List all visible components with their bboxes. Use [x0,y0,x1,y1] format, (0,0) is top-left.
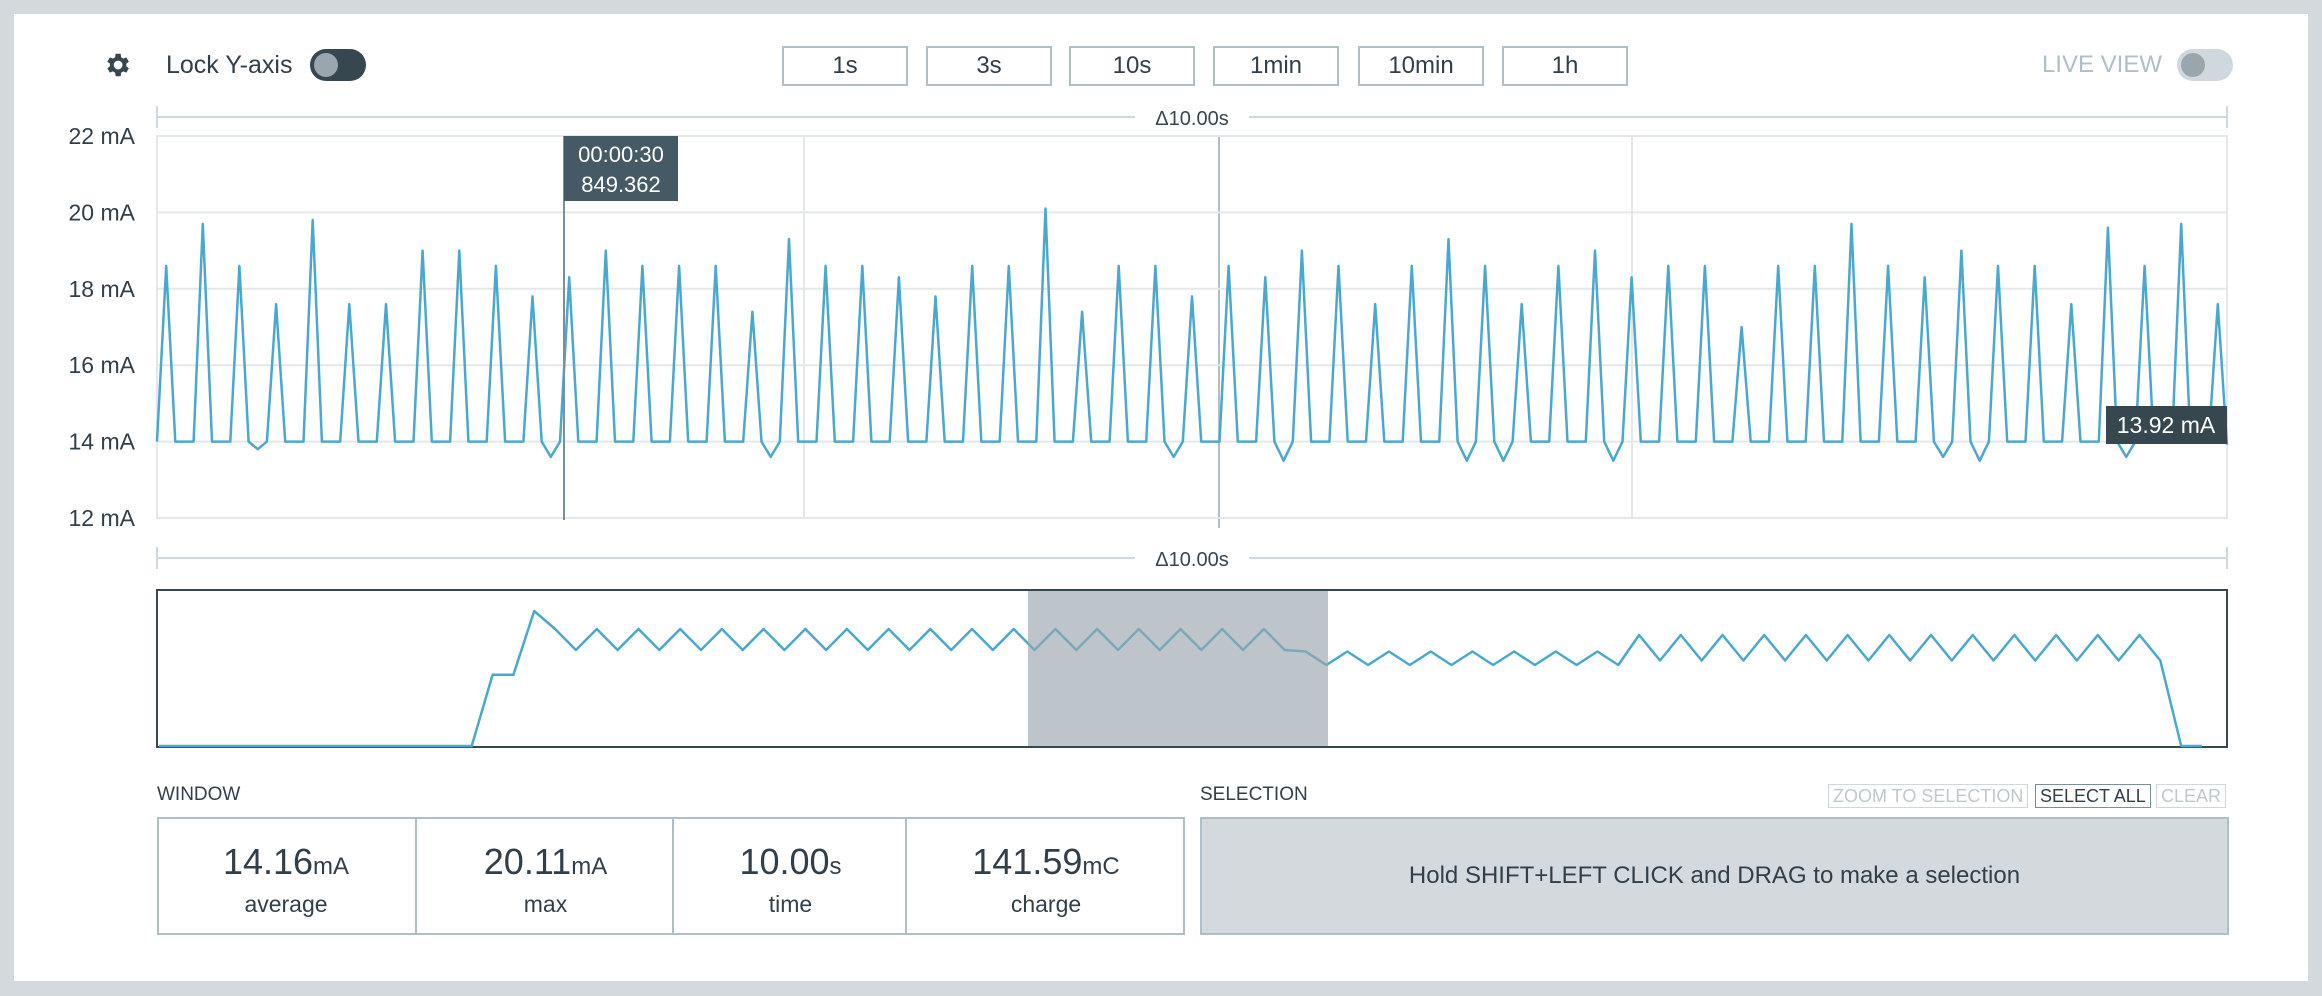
stat-value: 141.59 [972,841,1083,882]
window-button[interactable]: 3s [926,46,1052,86]
y-tick-label: 18 mA [69,276,136,302]
window-range[interactable] [1028,591,1328,746]
stat-value-row: 20.11mA [417,841,674,883]
y-tick-label: 20 mA [69,199,136,225]
selection-title: SELECTION [1200,784,1308,805]
selection-button[interactable]: CLEAR [2156,784,2227,808]
stat-label: time [768,891,813,917]
plot-frame [156,135,2228,519]
window-button[interactable]: 1h [1502,46,1628,86]
y-tick-label: 16 mA [69,352,136,378]
settings-icon[interactable] [102,50,132,80]
stat-cell: 20.11mA max [415,817,674,933]
delta-label: Δ10.00s [1155,549,1228,571]
lock-label: Lock Y-axis [166,51,293,79]
lock-toggle[interactable] [310,49,366,81]
stat-label: max [523,891,568,917]
window-button[interactable]: 1min [1213,46,1339,86]
window-button[interactable]: 1s [782,46,908,86]
stat-label: average [244,891,328,917]
delta-label: Δ10.00s [1155,108,1228,130]
value-label: 13.92 mA [2117,412,2216,438]
stat-unit: mC [1082,853,1120,880]
stat-cell: 141.59mC charge [905,817,1185,933]
stat-label: charge [1010,891,1082,917]
stat-unit: mA [313,853,350,880]
stat-value-row: 10.00s [674,841,907,883]
stat-value: 20.11 [483,841,572,882]
stat-value: 10.00 [739,841,830,882]
stat-value-row: 14.16mA [157,841,415,883]
y-tick-label: 12 mA [69,505,136,531]
cursor-value: 849.362 [581,172,661,197]
y-tick-label: 22 mA [69,123,136,149]
stat-unit: s [829,853,842,880]
selection-button[interactable]: SELECT ALL [2035,784,2151,808]
value-badge [2106,406,2227,444]
stat-cell: 10.00s time [672,817,907,933]
delta-bg [1135,104,1249,130]
stat-cell: 14.16mA average [157,817,415,933]
stat-unit: mA [571,853,608,880]
window-button[interactable]: 10s [1069,46,1195,86]
stats-box [157,817,1185,935]
stat-value-row: 141.59mC [907,841,1185,883]
window-title: WINDOW [157,784,241,805]
selection-button[interactable]: ZOOM TO SELECTION [1828,784,2029,808]
live-toggle[interactable] [2177,49,2233,81]
window-button[interactable]: 10min [1358,46,1484,86]
data-line [155,207,2229,462]
selection-hint: Hold SHIFT+LEFT CLICK and DRAG to make a… [1200,817,2229,935]
cursor-box [564,136,678,201]
chart: Δ10.00s Δ10.00s 12 mA 14 mA 16 mA 18 mA 20 m… [69,104,2229,748]
cursor-time: 00:00:30 [578,142,664,167]
live-label: LIVE VIEW [2041,51,2162,78]
y-tick-label: 14 mA [69,429,136,455]
delta-bg [1135,545,1249,571]
stat-value: 14.16 [222,841,314,882]
